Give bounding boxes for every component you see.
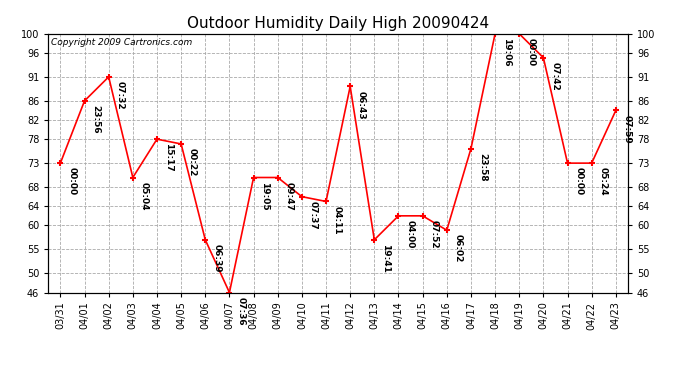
- Text: Copyright 2009 Cartronics.com: Copyright 2009 Cartronics.com: [51, 38, 193, 46]
- Text: 00:22: 00:22: [188, 148, 197, 177]
- Text: 07:59: 07:59: [623, 115, 632, 143]
- Text: 15:17: 15:17: [164, 143, 173, 172]
- Text: 06:02: 06:02: [454, 234, 463, 263]
- Text: 06:43: 06:43: [357, 91, 366, 119]
- Text: 09:47: 09:47: [285, 182, 294, 210]
- Text: 23:56: 23:56: [92, 105, 101, 134]
- Title: Outdoor Humidity Daily High 20090424: Outdoor Humidity Daily High 20090424: [187, 16, 489, 31]
- Text: 04:00: 04:00: [406, 220, 415, 248]
- Text: 07:37: 07:37: [309, 201, 318, 229]
- Text: 00:00: 00:00: [68, 167, 77, 195]
- Text: 23:58: 23:58: [478, 153, 487, 182]
- Text: 07:32: 07:32: [116, 81, 125, 110]
- Text: 19:06: 19:06: [502, 38, 511, 66]
- Text: 19:05: 19:05: [261, 182, 270, 210]
- Text: 07:42: 07:42: [551, 62, 560, 91]
- Text: 06:39: 06:39: [213, 244, 221, 273]
- Text: 19:41: 19:41: [382, 244, 391, 273]
- Text: 00:00: 00:00: [575, 167, 584, 195]
- Text: 07:52: 07:52: [430, 220, 439, 249]
- Text: 00:00: 00:00: [526, 38, 535, 66]
- Text: 07:36: 07:36: [237, 297, 246, 325]
- Text: 04:11: 04:11: [333, 206, 342, 234]
- Text: 05:04: 05:04: [140, 182, 149, 210]
- Text: 05:24: 05:24: [599, 167, 608, 196]
